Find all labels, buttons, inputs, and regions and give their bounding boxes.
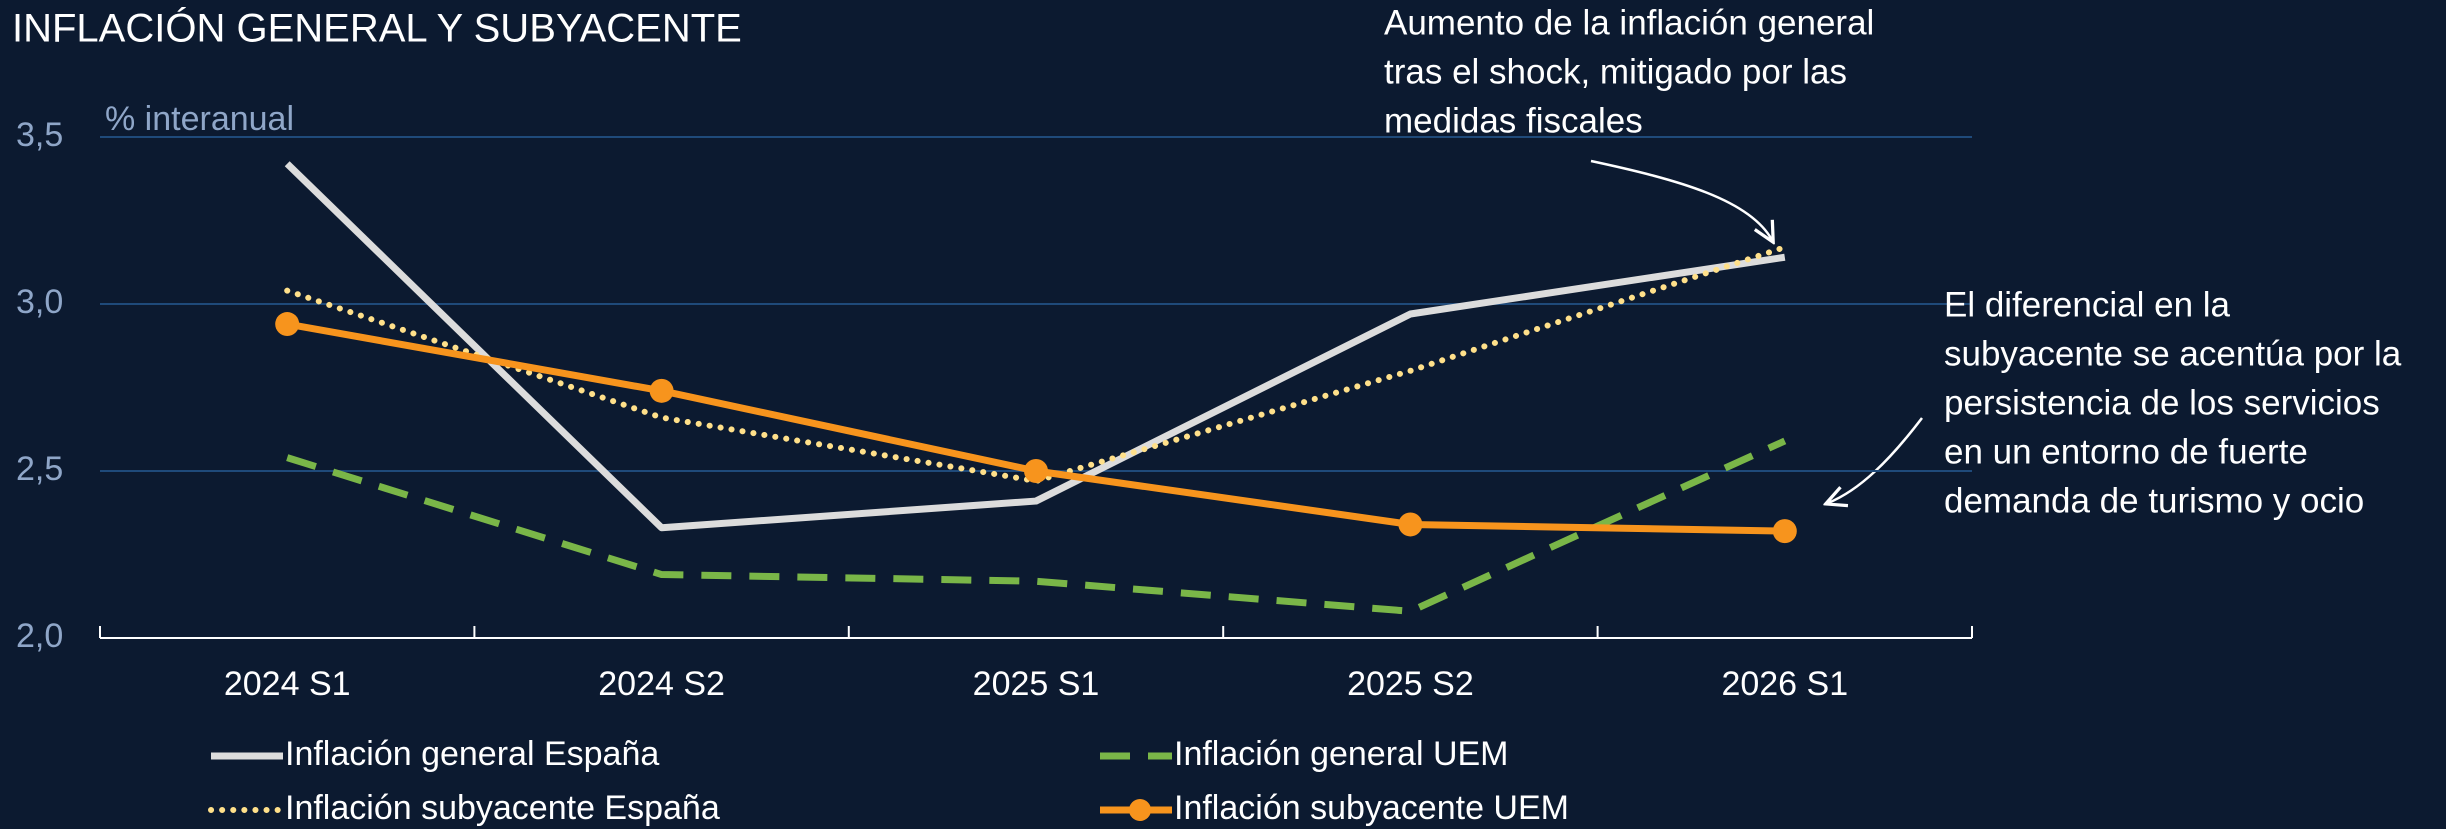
point	[1024, 459, 1048, 483]
point	[1398, 512, 1423, 537]
y-tick-label: 3,5	[16, 116, 63, 154]
annotation: medidas fiscales	[1384, 101, 1643, 140]
x-tick-label: 2024 S2	[598, 665, 725, 703]
y-axis-label: % interanual	[105, 100, 294, 138]
legend-label: Inflación subyacente España	[285, 789, 720, 827]
series-line	[286, 437, 1787, 615]
annotation: tras el shock, mitigado por las	[1384, 52, 1847, 91]
point	[1772, 519, 1797, 544]
annotation-arrow	[1828, 417, 1923, 503]
y-tick-label: 2,0	[16, 617, 63, 655]
annotation-arrow	[1590, 159, 1772, 240]
y-tick-label: 2,5	[16, 450, 63, 488]
x-tick-label: 2025 S1	[973, 665, 1100, 703]
annotation: Aumento de la inflación general	[1384, 3, 1874, 42]
series-line	[284, 161, 1786, 532]
chart-title: INFLACIÓN GENERAL Y SUBYACENTE	[12, 6, 742, 51]
legend-label: Inflación subyacente UEM	[1174, 789, 1569, 827]
point	[649, 378, 674, 403]
legend-label: Inflación general España	[285, 735, 659, 773]
annotation: El diferencial en la	[1944, 285, 2231, 324]
annotation: subyacente se acentúa por la	[1944, 334, 2402, 373]
annotation: en un entorno de fuerte	[1944, 432, 2308, 471]
x-tick-label: 2025 S2	[1347, 665, 1474, 703]
annotation: persistencia de los servicios	[1944, 383, 2380, 422]
legend-label: Inflación general UEM	[1174, 735, 1509, 773]
point	[275, 312, 300, 337]
annotation: demanda de turismo y ocio	[1944, 481, 2364, 520]
x-tick-label: 2024 S1	[224, 665, 351, 703]
y-tick-label: 3,0	[16, 283, 63, 321]
x-tick-label: 2026 S1	[1721, 665, 1848, 703]
legend-marker	[1129, 799, 1151, 821]
